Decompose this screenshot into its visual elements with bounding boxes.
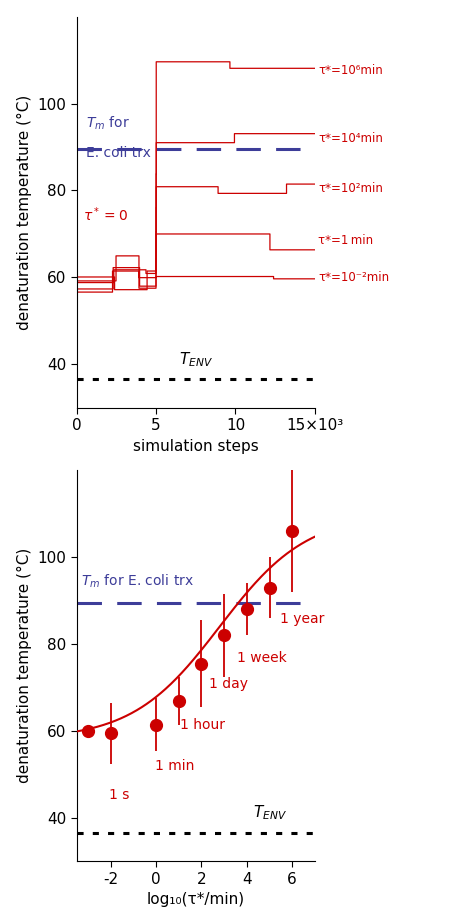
Text: τ*=1 min: τ*=1 min (318, 234, 373, 247)
Text: $T_{ENV}$: $T_{ENV}$ (253, 804, 286, 822)
Text: 1 week: 1 week (237, 650, 286, 664)
Text: 1 s: 1 s (109, 787, 130, 801)
Y-axis label: denaturation temperature (°C): denaturation temperature (°C) (17, 548, 32, 784)
Text: 1 hour: 1 hour (180, 718, 225, 732)
Text: τ*=10⁻²min: τ*=10⁻²min (318, 271, 389, 284)
Text: E. coli trx: E. coli trx (86, 146, 151, 160)
X-axis label: simulation steps: simulation steps (133, 439, 259, 454)
X-axis label: log₁₀(τ*/min): log₁₀(τ*/min) (146, 893, 245, 907)
Y-axis label: denaturation temperature (°C): denaturation temperature (°C) (17, 94, 32, 330)
Text: $\tau^*=0$: $\tau^*=0$ (82, 205, 128, 224)
Text: τ*=10⁶min: τ*=10⁶min (318, 65, 383, 78)
Text: $T_m$ for: $T_m$ for (86, 115, 130, 132)
Text: 1 min: 1 min (155, 760, 194, 773)
Text: 1 year: 1 year (280, 612, 324, 626)
Text: τ*=10⁴min: τ*=10⁴min (318, 132, 383, 145)
Text: $T_{ENV}$: $T_{ENV}$ (179, 350, 213, 369)
Text: $T_m$ for E. coli trx: $T_m$ for E. coli trx (81, 572, 194, 590)
Text: τ*=10²min: τ*=10²min (318, 182, 383, 195)
Text: 1 day: 1 day (210, 676, 248, 691)
